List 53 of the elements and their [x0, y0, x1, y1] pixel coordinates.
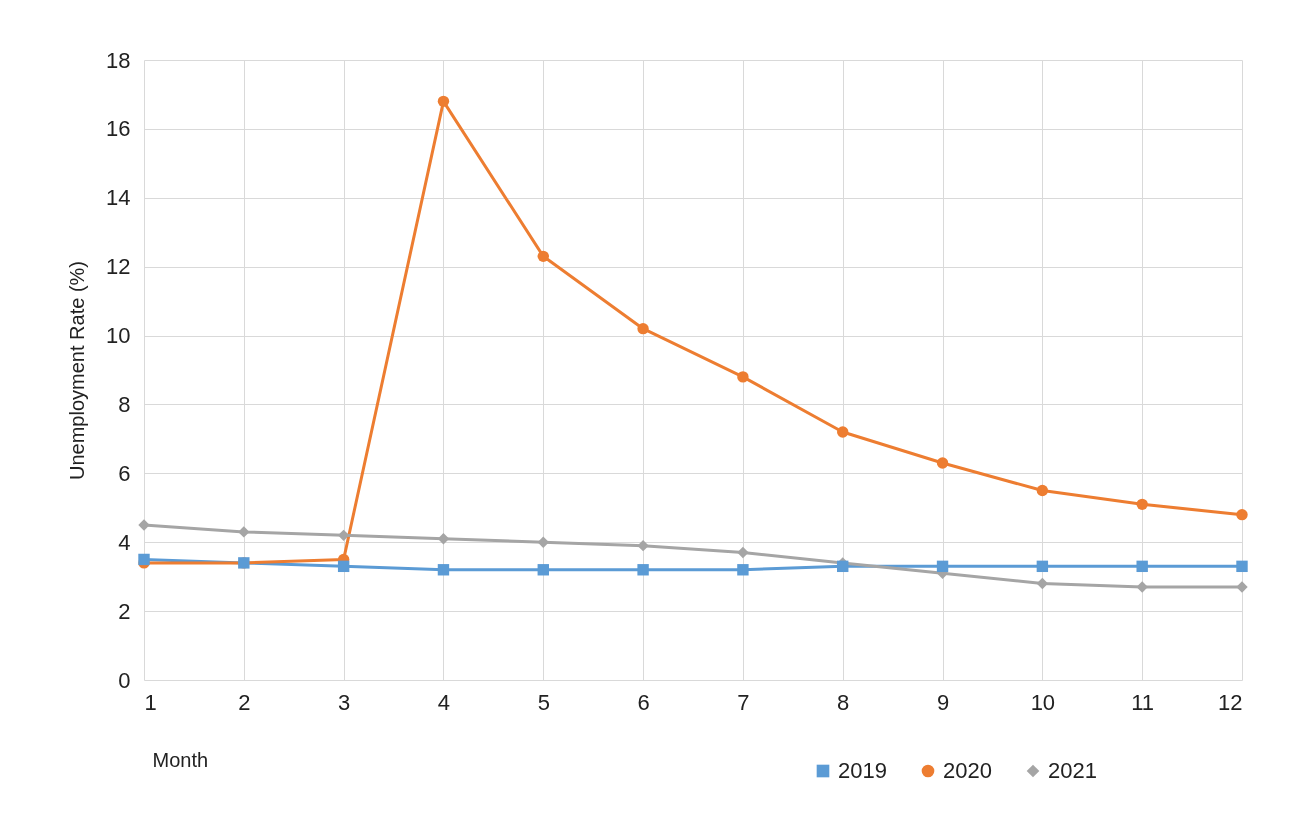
- point: [737, 371, 749, 383]
- x-tick-label: 1: [144, 689, 157, 715]
- legend-label: 2020: [943, 758, 992, 783]
- point: [837, 560, 849, 573]
- legend-label: 2019: [838, 758, 887, 783]
- x-tick-label: 10: [1030, 689, 1056, 715]
- y-tick-label: 8: [118, 391, 131, 417]
- point: [837, 426, 849, 438]
- point: [138, 519, 150, 531]
- point: [1036, 484, 1049, 497]
- x-tick-label: 7: [737, 689, 750, 715]
- point: [637, 564, 649, 576]
- point: [1236, 508, 1248, 521]
- y-tick-label: 14: [106, 185, 131, 211]
- point: [1236, 560, 1248, 573]
- point: [437, 95, 450, 108]
- x-tick-label: 5: [537, 689, 550, 715]
- y-tick-label: 12: [106, 254, 131, 280]
- y-tick-label: 0: [118, 667, 131, 693]
- point: [737, 564, 749, 576]
- y-axis-title: Unemployment Rate (%): [66, 261, 89, 480]
- y-tick-label: 16: [106, 116, 131, 142]
- point: [1236, 581, 1248, 593]
- y-tick-label: 4: [118, 529, 131, 555]
- x-tick-label: 2: [238, 689, 251, 715]
- point: [1136, 498, 1148, 511]
- y-tick-label: 10: [106, 323, 131, 349]
- point: [437, 564, 450, 576]
- x-axis-title: Month: [152, 748, 209, 771]
- point: [138, 553, 150, 566]
- legend-label: 2021: [1048, 758, 1097, 783]
- y-tick-label: 18: [106, 47, 131, 73]
- point: [637, 322, 649, 335]
- y-tick-label: 2: [118, 598, 131, 624]
- x-tick-label: 6: [637, 689, 650, 715]
- point: [936, 560, 949, 573]
- x-tick-label: 8: [837, 689, 850, 715]
- point: [1136, 560, 1148, 573]
- point: [238, 526, 250, 538]
- point: [737, 546, 749, 559]
- x-tick-label: 4: [437, 689, 451, 715]
- point: [1036, 560, 1049, 573]
- point: [537, 564, 549, 576]
- x-tick-label: 9: [936, 689, 950, 715]
- point: [936, 457, 949, 469]
- point: [537, 250, 549, 263]
- point: [537, 536, 549, 548]
- x-tick-label: 11: [1131, 689, 1155, 715]
- point: [337, 560, 350, 573]
- x-tick-label: 3: [338, 689, 351, 715]
- x-tick-label: 12: [1218, 689, 1243, 715]
- y-tick-label: 6: [118, 460, 131, 486]
- point: [1136, 581, 1148, 593]
